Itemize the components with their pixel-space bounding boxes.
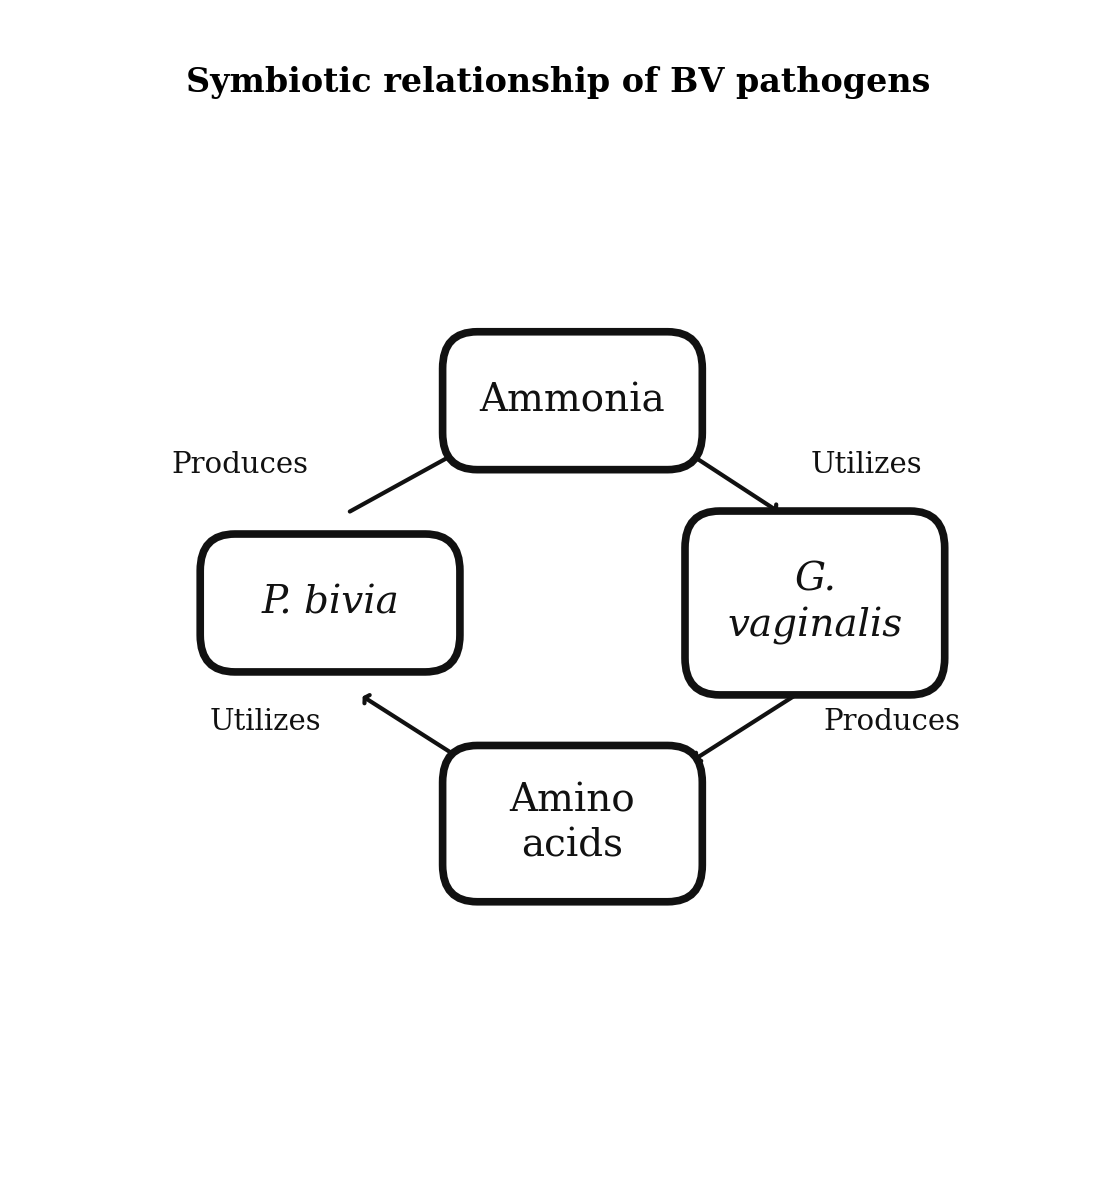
Text: G.
vaginalis: G. vaginalis [727, 561, 903, 645]
Text: Produces: Produces [823, 708, 961, 737]
Text: Amino
acids: Amino acids [509, 782, 636, 864]
Text: Symbiotic relationship of BV pathogens: Symbiotic relationship of BV pathogens [187, 66, 930, 99]
Text: Utilizes: Utilizes [210, 708, 322, 737]
Text: P. bivia: P. bivia [261, 585, 399, 621]
FancyBboxPatch shape [685, 511, 945, 695]
Text: Ammonia: Ammonia [479, 382, 666, 419]
Text: Produces: Produces [171, 451, 308, 479]
FancyBboxPatch shape [442, 745, 703, 901]
FancyBboxPatch shape [200, 534, 460, 672]
FancyBboxPatch shape [442, 332, 703, 469]
Text: Utilizes: Utilizes [811, 451, 923, 479]
